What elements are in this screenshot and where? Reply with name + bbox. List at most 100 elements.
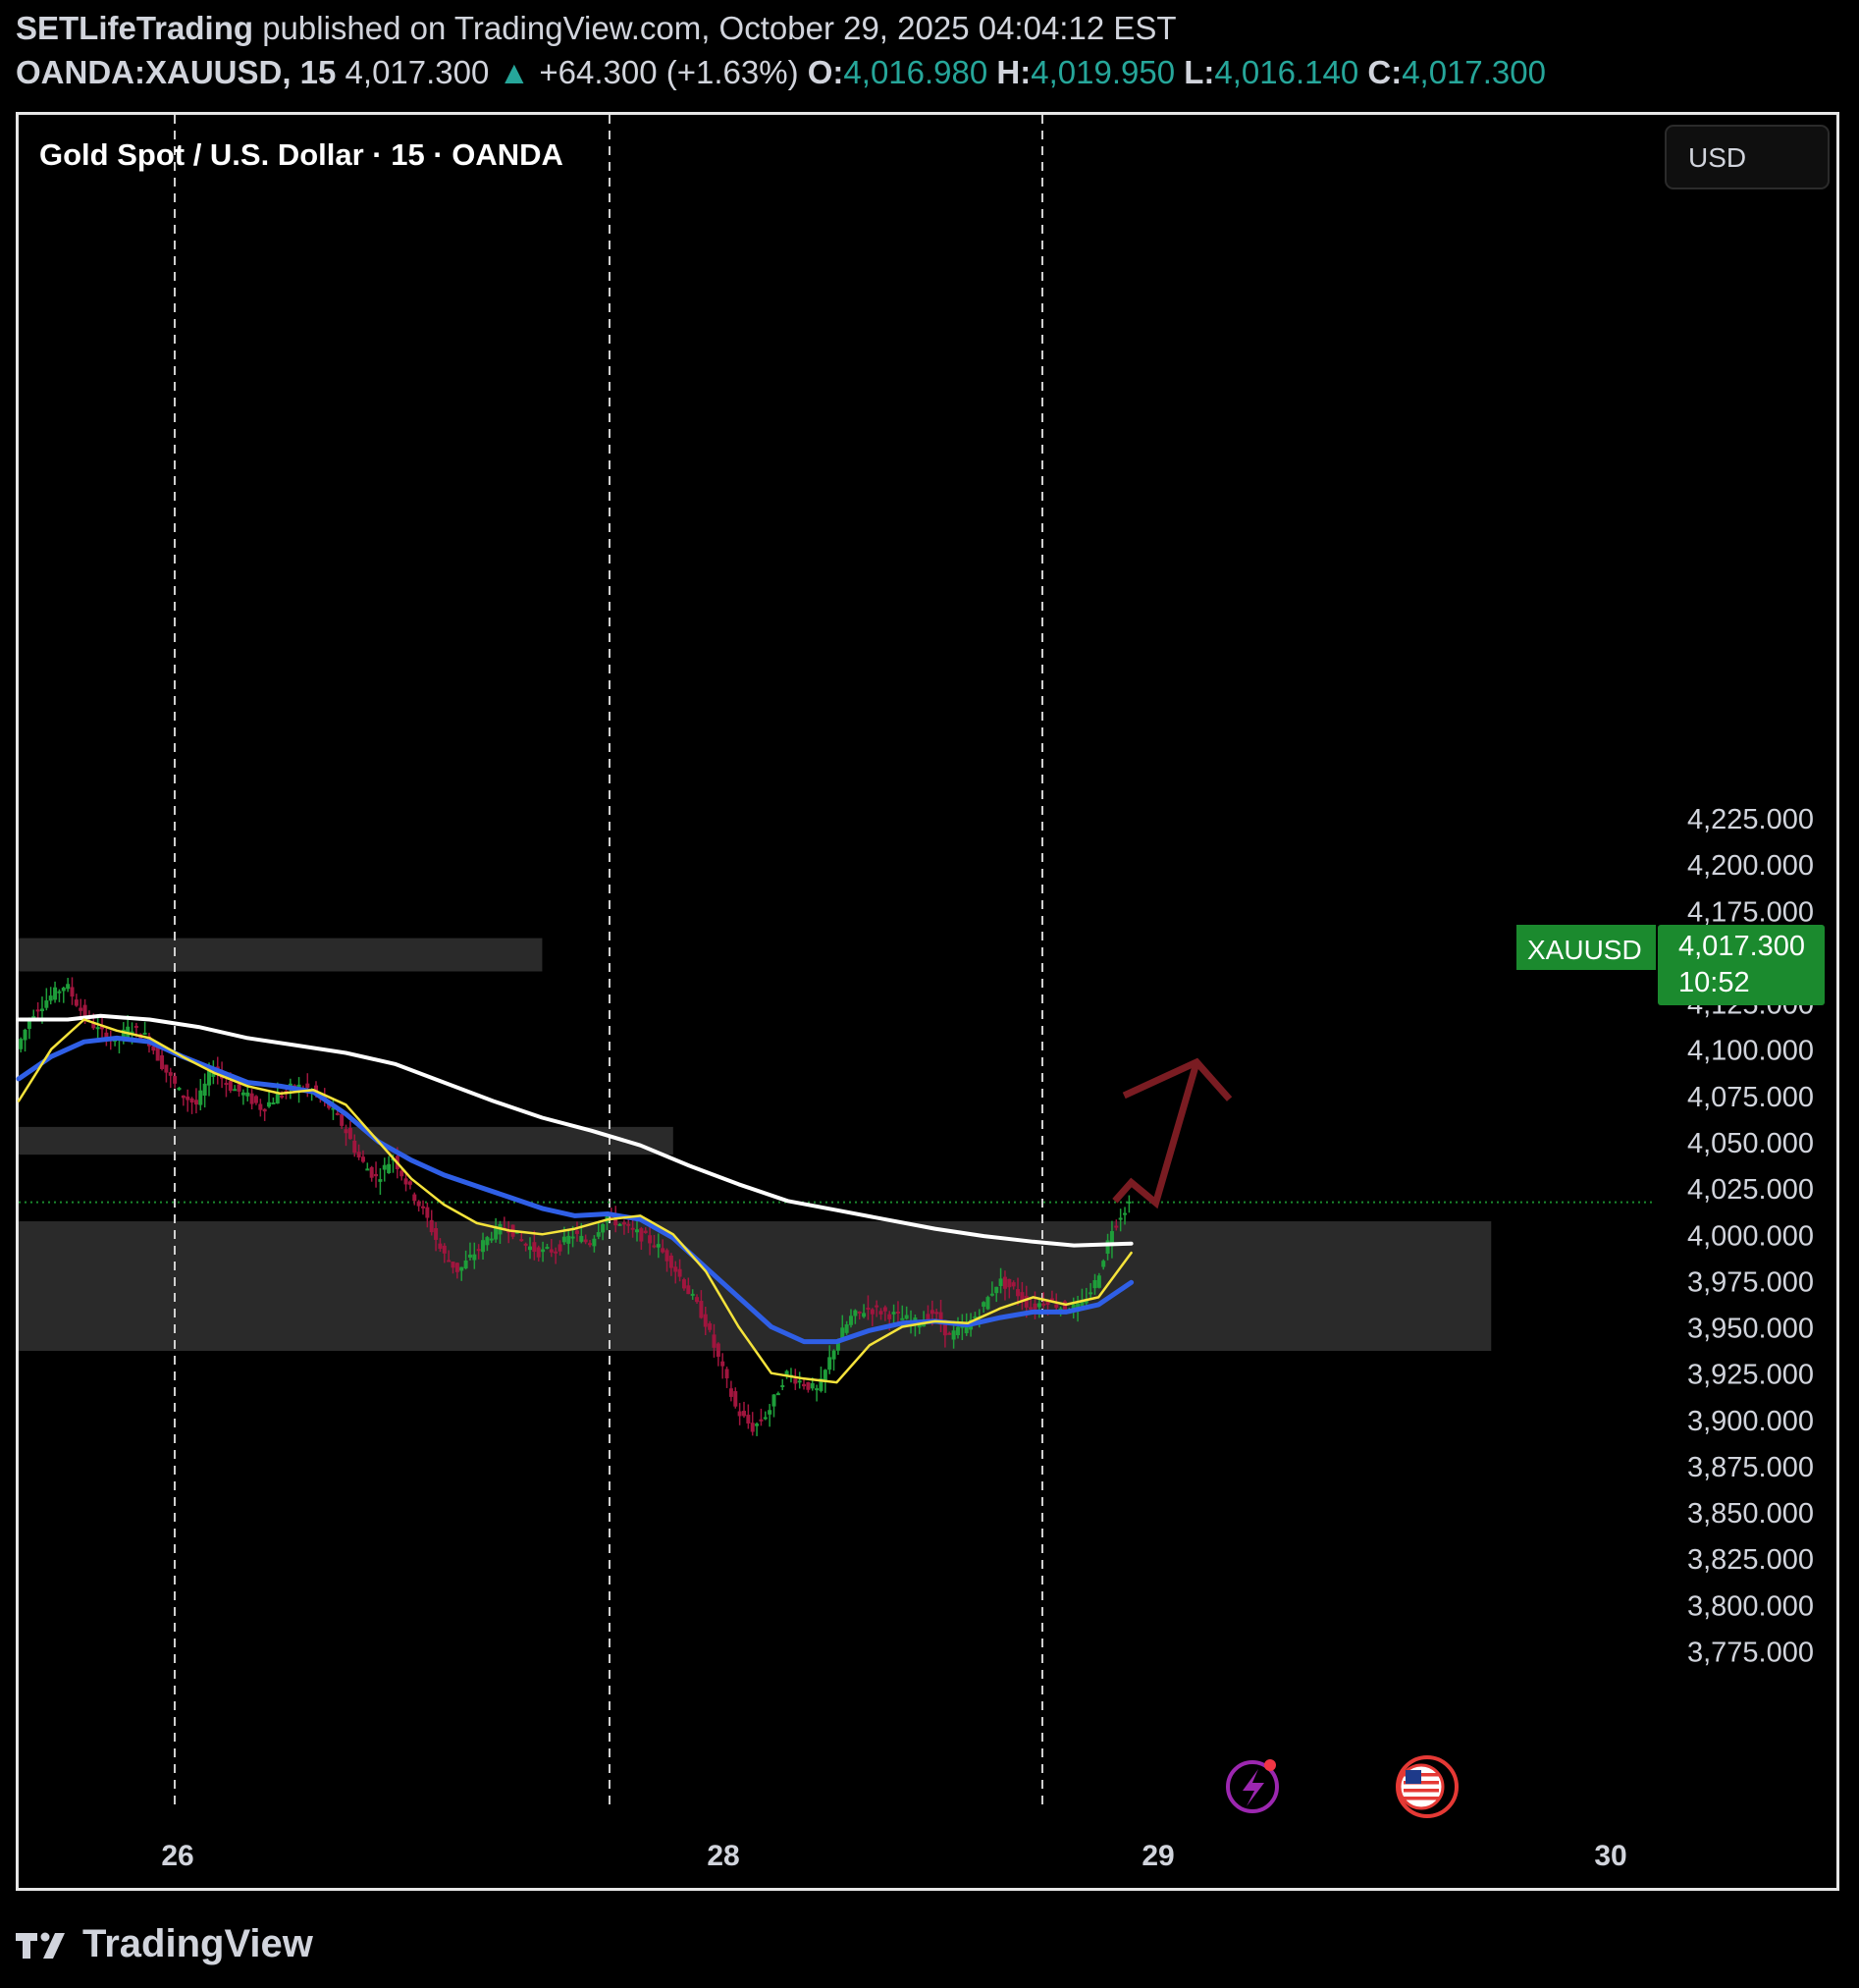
candle-body bbox=[177, 1088, 182, 1091]
currency-label: USD bbox=[1688, 142, 1746, 173]
candle-body bbox=[1118, 1217, 1123, 1220]
symbol-name[interactable]: OANDA:XAUUSD, 15 bbox=[16, 54, 337, 90]
candle-body bbox=[74, 999, 79, 1006]
candle-body bbox=[186, 1096, 190, 1101]
candle-body bbox=[926, 1314, 930, 1320]
candle-body bbox=[1105, 1240, 1110, 1254]
candle-body bbox=[160, 1055, 165, 1069]
candle-body bbox=[240, 1092, 245, 1096]
candle-body bbox=[746, 1415, 751, 1424]
candle-body bbox=[558, 1244, 562, 1252]
candle-body bbox=[998, 1278, 1003, 1287]
lightning-icon bbox=[1226, 1760, 1279, 1813]
candle-body bbox=[579, 1235, 584, 1242]
candle-body bbox=[467, 1254, 472, 1258]
candle-body bbox=[835, 1340, 840, 1351]
x-tick-label: 26 bbox=[161, 1840, 193, 1872]
change-arrow-icon: ▲ bbox=[498, 54, 531, 90]
candle-body bbox=[1024, 1295, 1029, 1308]
candle-body bbox=[288, 1083, 292, 1087]
candle-body bbox=[356, 1152, 361, 1157]
candle-body bbox=[506, 1230, 511, 1233]
candle-body bbox=[853, 1310, 858, 1316]
candle-body bbox=[823, 1370, 827, 1382]
candle-body bbox=[82, 1004, 87, 1018]
candle-body bbox=[652, 1245, 657, 1248]
y-tick-label: 3,925.000 bbox=[1687, 1360, 1814, 1391]
candle-body bbox=[904, 1315, 909, 1319]
candle-body bbox=[875, 1305, 879, 1308]
candle-body bbox=[382, 1164, 387, 1170]
flag-stripe bbox=[1404, 1789, 1439, 1793]
candle-body bbox=[848, 1316, 853, 1325]
candle-body bbox=[39, 1008, 44, 1012]
candle-body bbox=[133, 1025, 138, 1028]
candle-body bbox=[634, 1229, 639, 1233]
candle-body bbox=[955, 1326, 960, 1336]
candle-body bbox=[387, 1163, 392, 1173]
currency-button[interactable] bbox=[1665, 125, 1830, 189]
candle-body bbox=[335, 1112, 340, 1115]
tradingview-logo-icon bbox=[16, 1932, 65, 1959]
candle-body bbox=[27, 1021, 31, 1029]
candle-body bbox=[784, 1370, 789, 1375]
candle-body bbox=[211, 1072, 216, 1077]
us-flag-icon-ring bbox=[1396, 1755, 1459, 1818]
candle-body bbox=[664, 1250, 669, 1262]
candle-body bbox=[768, 1410, 772, 1415]
candle-body bbox=[168, 1072, 173, 1076]
candle-body bbox=[1002, 1276, 1007, 1289]
candle-body bbox=[771, 1394, 776, 1407]
candle-body bbox=[648, 1235, 653, 1244]
candle-body bbox=[878, 1311, 883, 1315]
candle-body bbox=[780, 1385, 785, 1388]
candle-body bbox=[378, 1179, 383, 1182]
candle-body bbox=[900, 1317, 905, 1320]
candle-body bbox=[763, 1417, 768, 1420]
candle-body bbox=[947, 1332, 952, 1335]
candle-body bbox=[476, 1249, 481, 1252]
footer: TradingView bbox=[14, 1922, 313, 1966]
candle-body bbox=[489, 1238, 494, 1241]
candle-body bbox=[224, 1083, 229, 1086]
open-value: 4,016.980 bbox=[843, 54, 988, 90]
candle-body bbox=[249, 1093, 254, 1104]
candle-body bbox=[23, 1029, 27, 1041]
candle-body bbox=[755, 1424, 760, 1426]
candle-body bbox=[280, 1096, 285, 1099]
candle-body bbox=[347, 1128, 352, 1140]
candle-body bbox=[887, 1314, 892, 1319]
candle-body bbox=[352, 1140, 357, 1154]
candle-body bbox=[1049, 1298, 1054, 1301]
tradingview-brand[interactable]: TradingView bbox=[82, 1922, 313, 1965]
candle-body bbox=[964, 1322, 969, 1334]
candle-body bbox=[70, 987, 75, 997]
candle-body bbox=[434, 1228, 439, 1240]
y-tick-label: 3,900.000 bbox=[1687, 1406, 1814, 1437]
candle-body bbox=[951, 1330, 956, 1340]
publish-line: SETLifeTrading published on TradingView.… bbox=[16, 10, 1177, 47]
candle-body bbox=[314, 1085, 319, 1094]
symbol-tag-label: XAUUSD bbox=[1527, 935, 1642, 965]
candle-body bbox=[703, 1314, 708, 1327]
candle-body bbox=[407, 1181, 412, 1185]
candle-body bbox=[1054, 1304, 1059, 1309]
candle-body bbox=[44, 1000, 49, 1008]
y-tick-label: 4,225.000 bbox=[1687, 804, 1814, 835]
candle-body bbox=[831, 1350, 836, 1360]
candle-body bbox=[656, 1244, 661, 1248]
candle-body bbox=[536, 1247, 541, 1258]
candle-body bbox=[549, 1249, 554, 1253]
y-tick-label: 3,850.000 bbox=[1687, 1498, 1814, 1530]
candle-body bbox=[100, 1025, 105, 1030]
candle-body bbox=[523, 1243, 528, 1246]
author-name[interactable]: SETLifeTrading bbox=[16, 10, 254, 46]
candle-body bbox=[668, 1255, 673, 1268]
candle-body bbox=[207, 1070, 212, 1086]
candle-body bbox=[237, 1084, 241, 1092]
candle-body bbox=[545, 1247, 550, 1250]
candle-body bbox=[1062, 1301, 1067, 1312]
candle-body bbox=[716, 1343, 720, 1357]
candle-body bbox=[741, 1411, 746, 1417]
